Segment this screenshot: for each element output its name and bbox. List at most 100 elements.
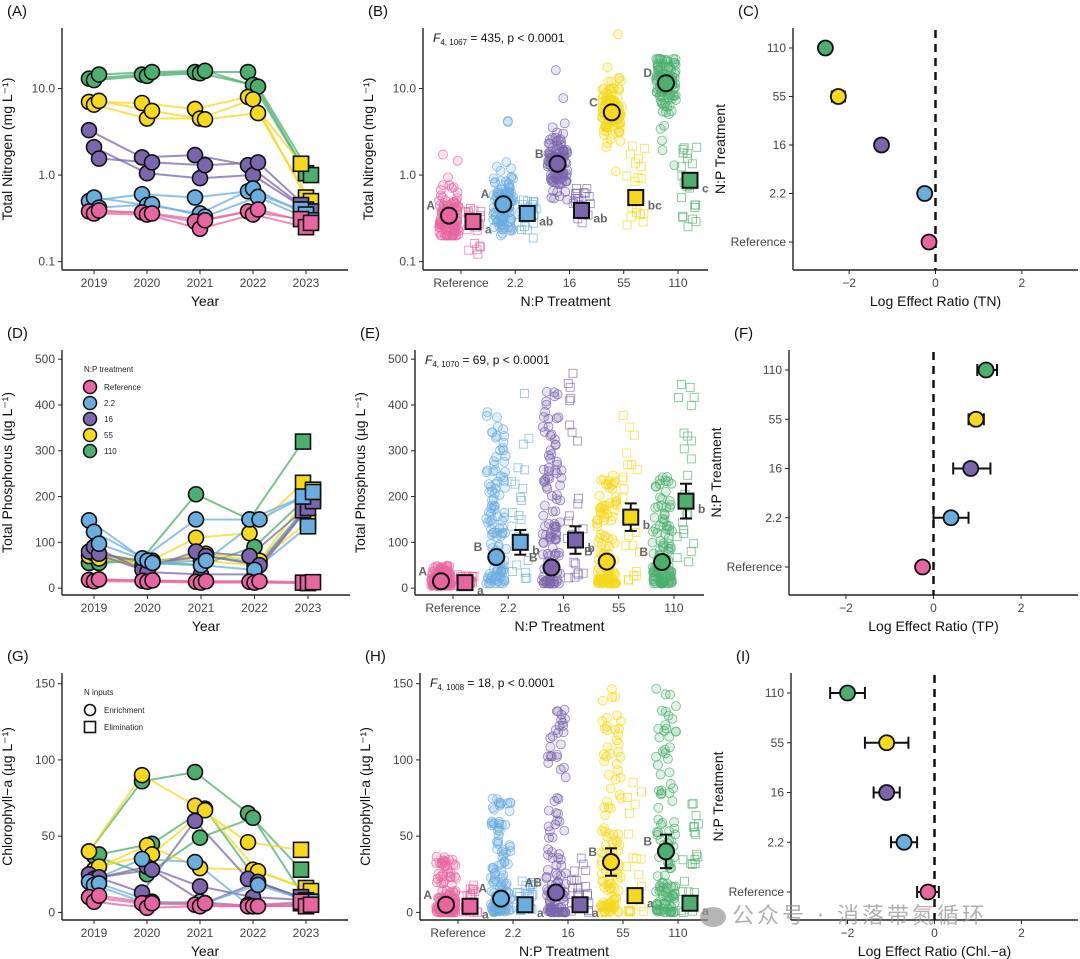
mean-enrichment bbox=[492, 889, 510, 908]
raw-point-square bbox=[570, 866, 580, 876]
raw-point bbox=[492, 421, 503, 432]
y-tick-label: 10.0 bbox=[32, 82, 56, 96]
significance-letter: a bbox=[485, 223, 492, 237]
raw-point-square bbox=[618, 475, 627, 485]
raw-point-square bbox=[636, 854, 646, 864]
y-tick-label: 0 bbox=[401, 581, 408, 595]
y-tick-label: 0.1 bbox=[399, 255, 416, 269]
raw-point-square bbox=[634, 870, 644, 880]
x-tick-label: 2.2 bbox=[500, 601, 517, 615]
raw-point-square bbox=[630, 799, 640, 809]
data-point bbox=[249, 104, 267, 122]
raw-point bbox=[665, 499, 676, 510]
data-point bbox=[196, 212, 214, 229]
raw-point bbox=[652, 527, 663, 538]
raw-point bbox=[598, 474, 609, 485]
raw-point bbox=[555, 739, 566, 750]
raw-point bbox=[653, 64, 664, 75]
raw-point bbox=[435, 185, 446, 195]
raw-point bbox=[604, 828, 614, 839]
raw-point bbox=[496, 230, 506, 241]
data-point bbox=[186, 853, 204, 871]
raw-point bbox=[504, 187, 514, 197]
data-point bbox=[191, 829, 209, 846]
raw-point bbox=[556, 137, 567, 147]
data-point bbox=[144, 572, 161, 589]
x-axis-title: Log Effect Ratio (TN) bbox=[870, 293, 1001, 309]
watermark: 公众号 · 消落带氮循环 bbox=[700, 898, 987, 930]
x-tick-label: −2 bbox=[842, 276, 856, 290]
raw-point bbox=[591, 518, 602, 529]
raw-point bbox=[549, 387, 560, 398]
raw-point bbox=[660, 706, 671, 717]
raw-point-square bbox=[678, 144, 688, 154]
raw-point-square bbox=[686, 546, 696, 556]
y-axis-title: Total Phosphorus (µg L⁻¹) bbox=[352, 392, 368, 553]
raw-point bbox=[499, 431, 510, 441]
x-tick-label: 110 bbox=[668, 926, 687, 940]
data-point bbox=[90, 202, 108, 219]
effect-point bbox=[878, 784, 896, 801]
mean-elimination bbox=[677, 492, 695, 510]
raw-point bbox=[596, 573, 607, 584]
x-tick-label: 110 bbox=[664, 601, 683, 615]
raw-point-square bbox=[689, 538, 699, 548]
raw-point-square bbox=[622, 171, 632, 181]
raw-point bbox=[496, 176, 506, 186]
data-point bbox=[143, 102, 161, 120]
mean-enrichment bbox=[548, 154, 567, 173]
raw-point bbox=[603, 76, 614, 87]
data-point bbox=[299, 518, 317, 535]
raw-point bbox=[547, 506, 558, 517]
x-tick-label: 2020 bbox=[134, 601, 161, 615]
raw-point bbox=[494, 818, 504, 829]
raw-point bbox=[597, 876, 608, 887]
raw-point bbox=[657, 135, 667, 146]
y-tick-label: 200 bbox=[35, 490, 55, 504]
raw-point bbox=[658, 542, 669, 553]
raw-point-square bbox=[637, 787, 646, 797]
y-tick-label: 55 bbox=[769, 412, 783, 426]
significance-letter: A bbox=[481, 187, 490, 201]
raw-point bbox=[660, 476, 671, 486]
raw-point bbox=[451, 221, 462, 232]
y-axis-title: Chlorophyll−a (µg L⁻¹) bbox=[357, 727, 373, 866]
significance-letter: b bbox=[698, 502, 705, 516]
raw-point-square bbox=[628, 777, 638, 787]
raw-point bbox=[652, 760, 663, 770]
raw-point bbox=[661, 107, 671, 118]
data-point bbox=[144, 554, 161, 572]
mean-enrichment bbox=[547, 883, 565, 902]
data-point bbox=[187, 511, 205, 528]
legend-label: 55 bbox=[104, 431, 113, 440]
significance-letter: bc bbox=[648, 199, 662, 213]
x-tick-label: 2023 bbox=[295, 601, 322, 615]
data-point bbox=[196, 156, 214, 174]
raw-point bbox=[545, 733, 556, 744]
raw-point bbox=[607, 483, 618, 494]
legend-label: Enrichment bbox=[104, 706, 145, 715]
mean-elimination bbox=[626, 887, 644, 905]
raw-point bbox=[655, 789, 666, 800]
effect-point bbox=[914, 558, 931, 576]
significance-letter: B bbox=[639, 545, 648, 559]
raw-point bbox=[502, 116, 513, 126]
significance-letter: C bbox=[589, 95, 598, 109]
raw-point bbox=[545, 531, 556, 542]
data-point bbox=[90, 66, 108, 83]
x-tick-label: Reference bbox=[430, 926, 486, 940]
raw-point bbox=[654, 53, 665, 64]
raw-point bbox=[546, 192, 557, 203]
raw-point bbox=[554, 907, 564, 918]
x-axis-title: N:P Treatment bbox=[519, 943, 609, 959]
raw-point bbox=[615, 136, 626, 146]
panel-label: (H) bbox=[365, 648, 386, 665]
panel-h: (H) N:P Treatment Chlorophyll−a (µg L⁻¹) 0 5… bbox=[357, 648, 709, 959]
raw-point-square bbox=[573, 499, 583, 509]
raw-point bbox=[553, 550, 564, 561]
mean-enrichment bbox=[657, 74, 675, 93]
x-tick-label: 55 bbox=[617, 276, 631, 290]
stat-annotation: F4, 1070 = 69, p < 0.0001 bbox=[425, 353, 550, 369]
raw-point bbox=[553, 706, 563, 717]
raw-point-square bbox=[626, 149, 635, 159]
